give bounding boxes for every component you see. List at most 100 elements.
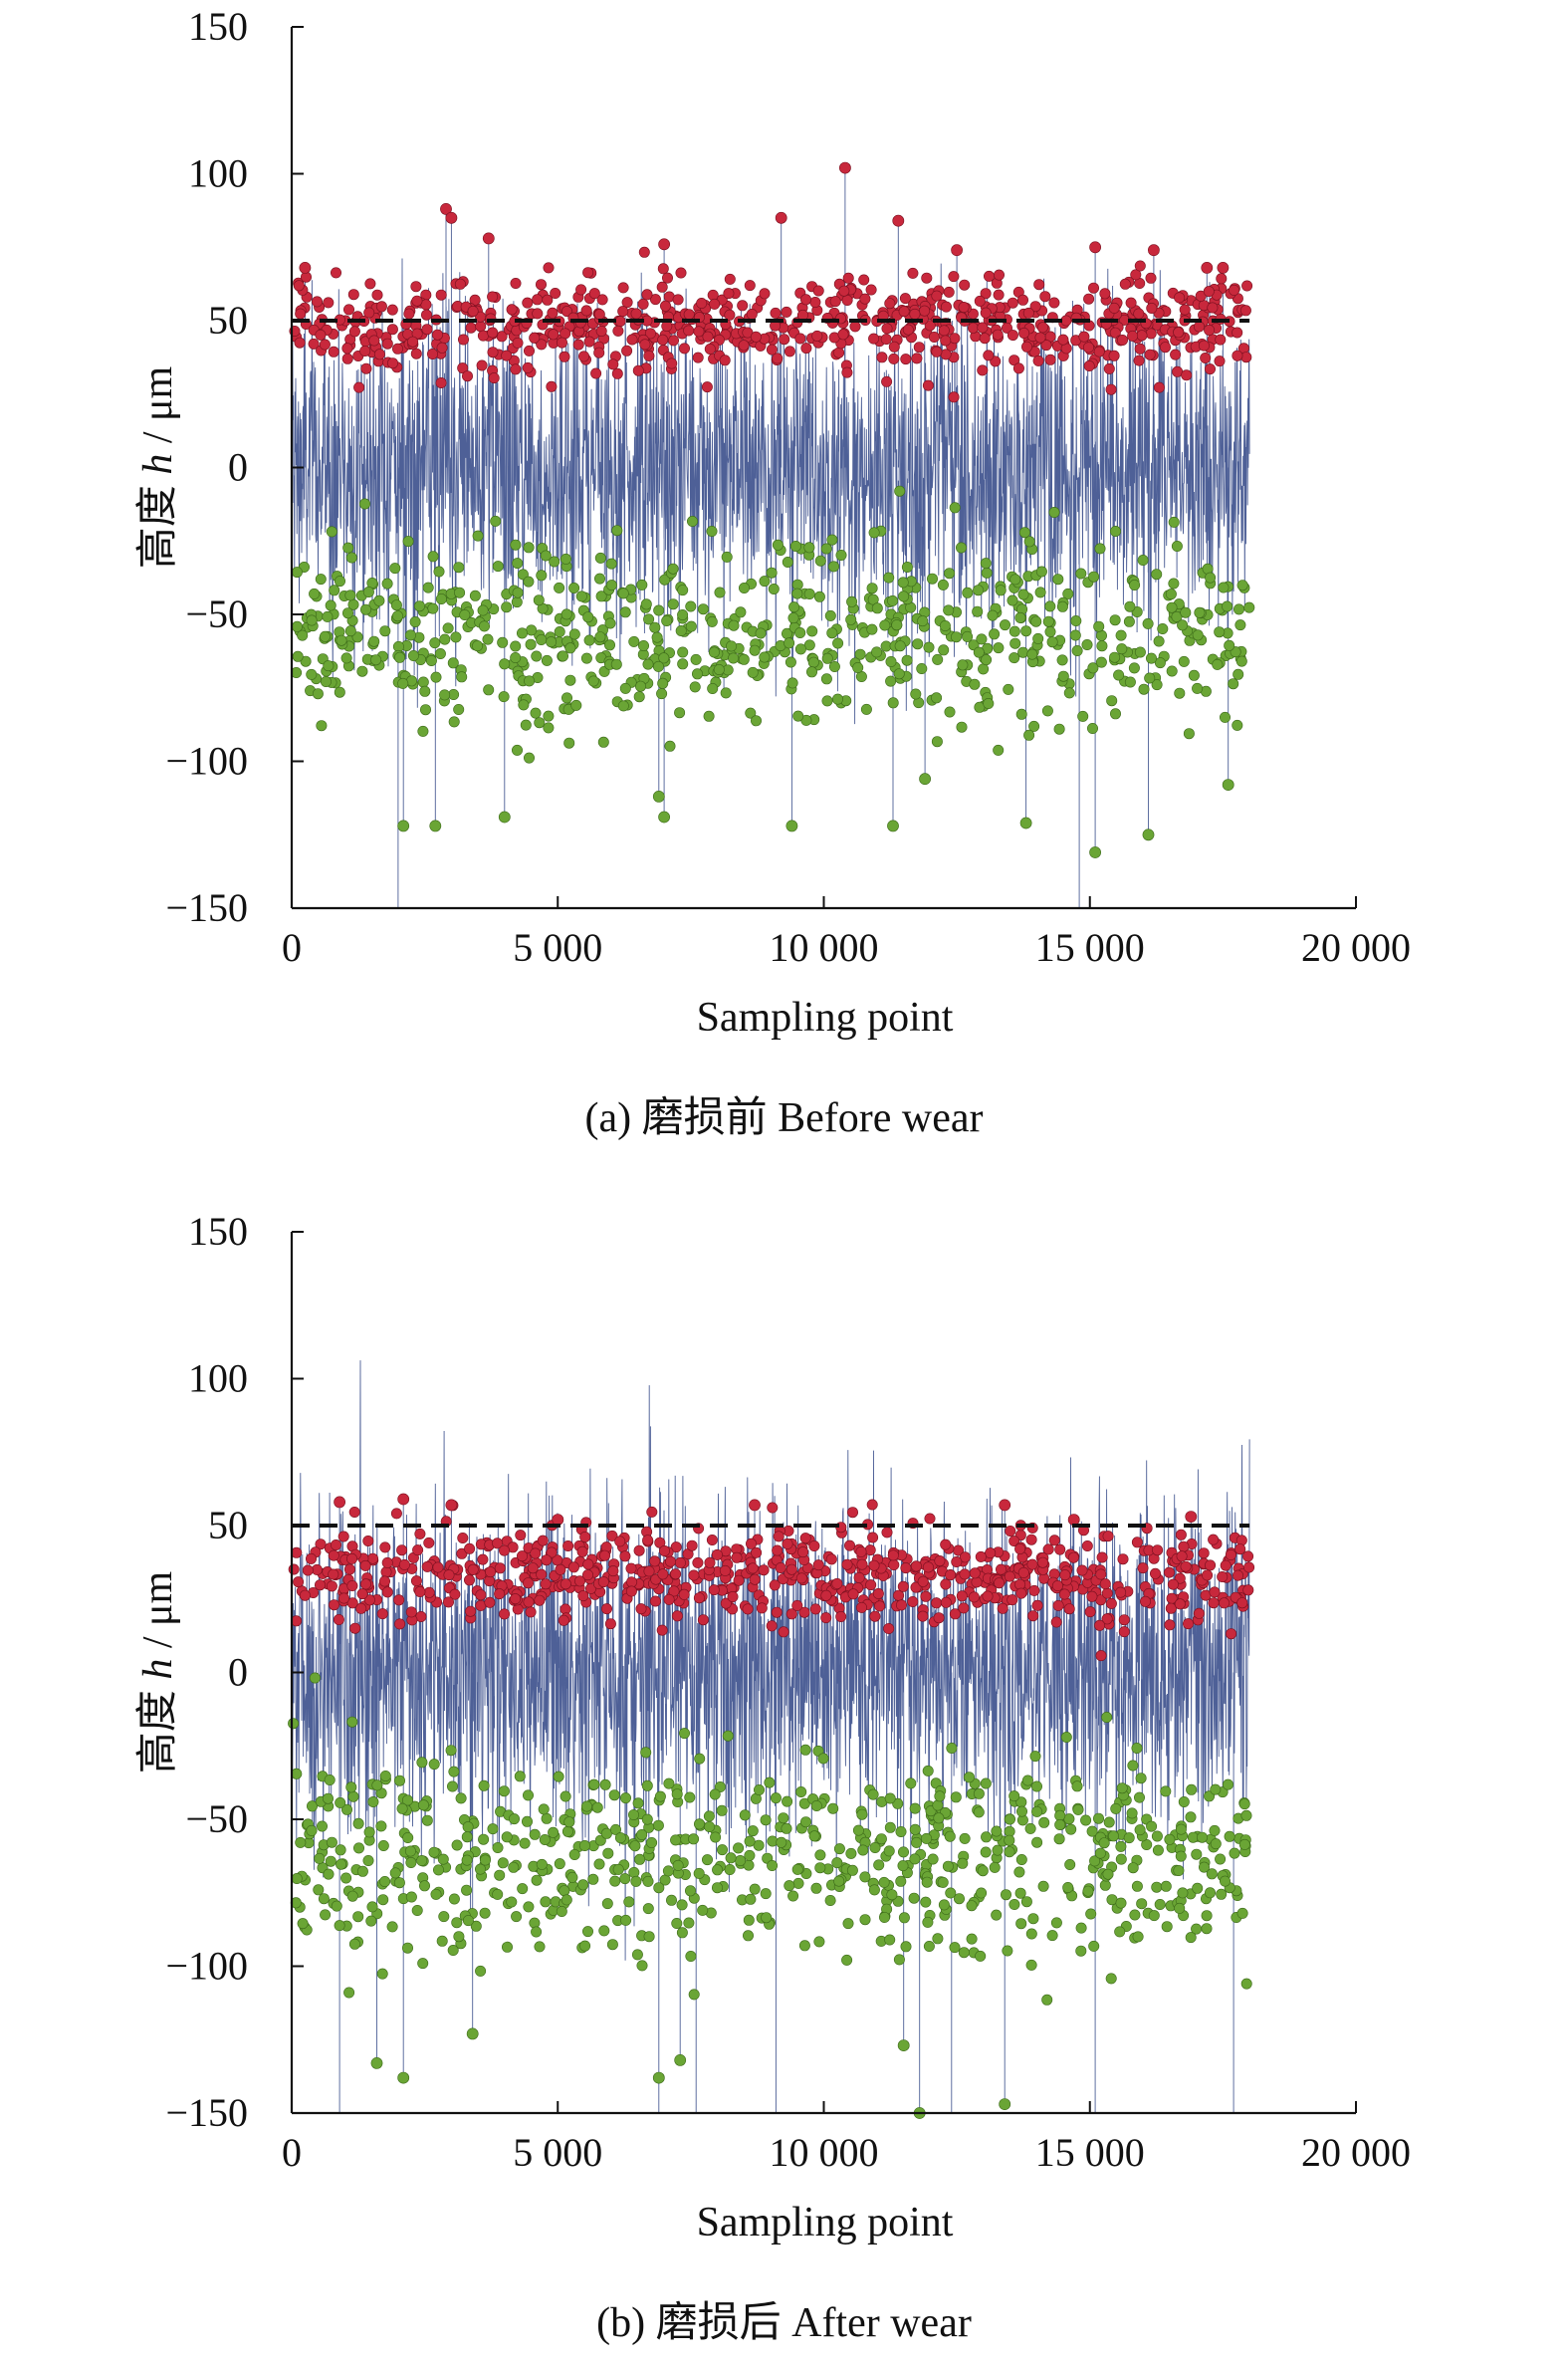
valley-marker [1240,1809,1252,1821]
peak-marker [393,1594,405,1606]
valley-marker [1014,611,1026,623]
peak-marker [371,289,383,301]
valley-marker [1216,1888,1228,1900]
valley-marker [686,515,698,527]
valley-marker [688,1833,700,1845]
valley-marker [1008,1790,1020,1802]
peak-marker [969,1567,981,1579]
peak-marker [1205,1559,1217,1571]
valley-marker [630,1875,642,1887]
valley-marker [323,660,335,672]
valley-marker [1141,1838,1153,1850]
valley-marker [980,1846,992,1858]
peak-marker [410,281,422,293]
x-tick-label: 10 000 [770,925,879,970]
peak-marker [649,294,661,306]
valley-marker [319,630,331,642]
valley-marker [1044,600,1056,612]
valley-marker [540,550,552,562]
valley-marker [636,1960,648,1972]
peak-marker [1012,362,1024,374]
valley-marker [291,620,303,632]
peak-marker [501,350,513,361]
valley-marker [866,623,878,635]
y-axis-title: 高度 h / μm [135,1570,181,1774]
valley-marker [824,609,836,621]
peak-marker [968,1591,980,1603]
valley-marker [492,1888,504,1900]
valley-marker [523,752,535,764]
valley-marker [602,1847,614,1859]
valley-marker [417,1799,429,1811]
valley-marker [892,1797,904,1809]
valley-marker [560,692,572,704]
peak-marker [550,287,561,299]
valley-marker [429,637,441,649]
peak-marker [364,278,376,290]
peak-marker [919,305,931,317]
valley-marker [1215,1853,1227,1865]
valley-marker [347,1790,359,1802]
peak-marker [1130,269,1142,281]
valley-marker [594,552,606,564]
valley-marker [875,1833,887,1845]
valley-marker [334,1920,345,1932]
peak-marker [1200,352,1212,363]
peak-marker [940,335,952,347]
peak-marker [345,1552,357,1564]
peak-marker [876,352,888,363]
valley-marker [459,608,471,620]
valley-marker [788,601,800,613]
valley-marker [1137,554,1149,566]
peak-marker [1057,334,1069,346]
peak-marker [598,1549,610,1561]
peak-marker [949,333,961,345]
valley-marker [641,1813,653,1825]
peak-point [334,1496,345,1509]
peak-marker [948,271,960,283]
valley-marker [973,646,985,658]
peak-marker [784,346,795,357]
y-tick-label: 100 [188,1356,248,1401]
peak-marker [346,1579,358,1591]
peak-marker [1243,1561,1255,1573]
valley-marker [1113,669,1125,681]
peak-marker [457,1532,469,1543]
peak-marker [812,285,824,297]
caption-b: (b) 磨损后 After wear [596,2300,972,2346]
valley-marker [1206,1868,1218,1880]
peak-marker [1225,1548,1236,1560]
valley-marker [521,1815,533,1827]
peak-marker [931,346,943,357]
valley-marker [1004,1846,1015,1858]
peak-marker [872,1587,884,1599]
valley-marker [706,615,718,627]
valley-marker [560,1894,572,1906]
valley-marker [1054,1818,1066,1830]
peak-marker [431,329,443,341]
valley-marker [309,1672,321,1684]
peak-marker [299,1589,311,1601]
valley-marker [980,558,992,570]
peak-marker [917,1575,929,1587]
peak-marker [977,364,989,376]
valley-marker [1096,640,1108,652]
peak-marker [1084,1606,1096,1618]
valley-marker [697,603,709,615]
peak-marker [381,1556,393,1568]
valley-marker [593,1858,605,1870]
valley-marker [701,1854,713,1866]
valley-marker [634,1853,646,1865]
valley-marker [1041,705,1053,717]
valley-marker [1031,1805,1043,1817]
peak-marker [855,1601,867,1613]
peak-marker [487,291,499,303]
valley-marker [611,525,623,537]
valley-marker [1028,720,1040,732]
valley-marker [917,615,929,627]
peak-marker [576,1545,588,1557]
valley-marker [920,1896,932,1908]
valley-marker [1109,651,1121,663]
valley-marker [322,1792,334,1804]
valley-marker [733,1842,745,1854]
